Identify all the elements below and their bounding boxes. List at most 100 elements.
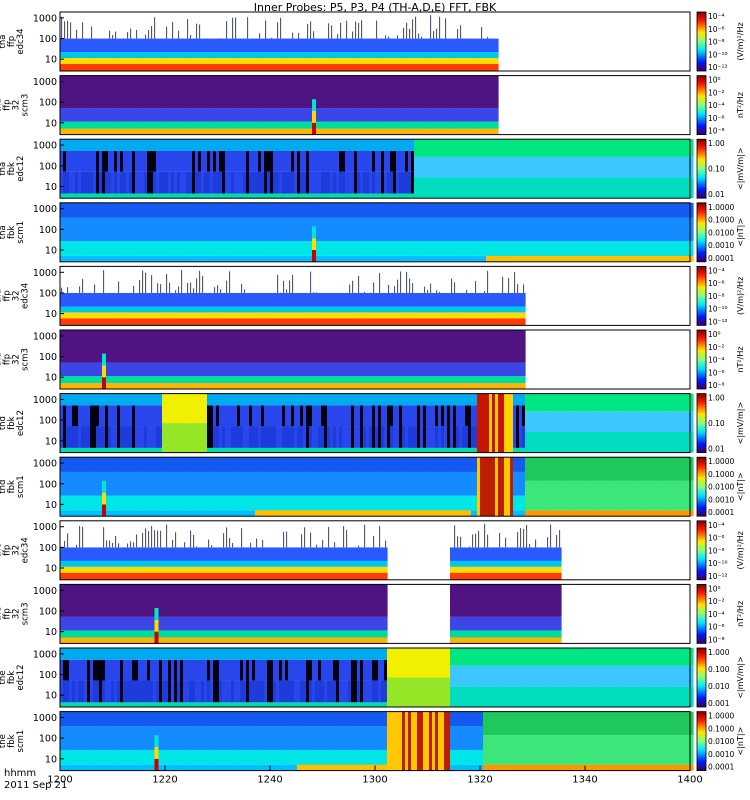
colorbar-unit: <|nT|>: [736, 218, 745, 247]
colorbar: [696, 202, 707, 263]
colorbar: [696, 75, 707, 135]
y-tick-label: 10: [45, 500, 57, 511]
panel-tha-edc34: 10 100 1000 thaffpedc34 10⁻⁴ 10⁻⁶ 10⁻⁸ 10⁻¹⁰ 10⁻…: [0, 11, 745, 72]
colorbar-unit: <|mV/m|>: [736, 402, 745, 445]
colorbar-tick-label: 0.0010: [708, 750, 734, 759]
colorbar-tick-label: 10⁻⁶: [708, 368, 725, 377]
y-tick-label: 10: [45, 373, 57, 384]
colorbar-tick-label: 1.00: [708, 394, 725, 403]
panel-frame: [59, 11, 691, 72]
y-tick-label: 10: [45, 246, 57, 257]
panel-tha-fbk-edc12: 10 100 1000 thafbkedc12 1.00 0.10 0.01 <|mV/m|>: [0, 138, 745, 199]
y-tick-label: 10: [45, 627, 57, 638]
colorbar-tick-label: 0.01: [708, 445, 725, 454]
time-format-label: hhmm: [4, 768, 36, 779]
y-tick-label: 1000: [33, 268, 57, 279]
y-tick-label: 1000: [33, 204, 57, 215]
x-tick-label: 1200: [47, 775, 72, 786]
colorbar-tick-label: 10⁻⁸: [708, 635, 725, 644]
colorbar-tick-label: 0.100: [708, 665, 730, 674]
colorbar-tick-label: 1.00: [708, 139, 725, 148]
colorbar-tick-label: 0.0100: [708, 228, 734, 237]
colorbar-tick-label: 1.0000: [708, 712, 734, 721]
colorbar-tick-label: 10⁻¹⁰: [708, 50, 728, 59]
y-tick-label: 1000: [33, 522, 57, 533]
colorbar-unit: (V/m)²/Hz: [736, 277, 745, 315]
colorbar-tick-label: 10⁻⁴: [708, 12, 725, 21]
colorbar-tick-label: 10⁻⁴: [708, 610, 725, 619]
panel-ylabel: thdffp32edc34: [0, 283, 31, 309]
colorbar-tick-label: 10⁻⁸: [708, 546, 725, 555]
y-tick-label: 10: [45, 691, 57, 702]
figure-title: Inner Probes: P5, P3, P4 (TH-A,D,E) FFT,…: [254, 1, 497, 14]
panel-frame: [59, 138, 691, 199]
colorbar: [696, 647, 707, 708]
colorbar: [696, 711, 707, 771]
y-tick-label: 100: [39, 670, 57, 681]
colorbar-tick-label: 0.1000: [708, 216, 734, 225]
y-tick-label: 1000: [33, 713, 57, 724]
panel-tha-fbk-scm1: 10 100 1000 thafbkscm1 1.0000 0.1000 0.0100 0.0…: [0, 202, 745, 263]
colorbar-tick-label: 10⁻¹²: [708, 63, 728, 72]
colorbar-unit: nT²/Hz: [736, 346, 745, 372]
colorbar-tick-label: 10⁻⁸: [708, 38, 725, 47]
y-tick-label: 1000: [33, 331, 57, 342]
x-tick-label: 1340: [572, 775, 597, 786]
y-tick-label: 100: [39, 479, 57, 490]
y-tick-label: 10: [45, 564, 57, 575]
colorbar-tick-label: 10⁰: [708, 584, 721, 593]
y-tick-label: 10: [45, 754, 57, 765]
panel-frame: [59, 520, 691, 581]
y-tick-label: 100: [39, 161, 57, 172]
y-tick-label: 1000: [33, 586, 57, 597]
colorbar-tick-label: 10⁻¹⁰: [708, 305, 728, 314]
panel-ylabel: thafbkscm1: [0, 221, 26, 244]
y-tick-label: 100: [39, 416, 57, 427]
colorbar-unit: nT²/Hz: [736, 601, 745, 627]
colorbar-unit: (V/m)²/Hz: [736, 531, 745, 569]
colorbar-tick-label: 0.0001: [708, 508, 734, 517]
x-tick-label: 1240: [257, 775, 282, 786]
y-tick-label: 100: [39, 352, 57, 363]
panel-thd-fbk-scm1: 10 100 1000 thdfbkscm1 1.0000 0.1000 0.0100 0.0…: [0, 456, 745, 517]
colorbar-tick-label: 0.0100: [708, 737, 734, 746]
panel-frame: [59, 647, 691, 708]
y-tick-label: 10: [45, 182, 57, 193]
colorbar-unit: <|nT|>: [736, 727, 745, 756]
colorbar-tick-label: 10⁻²: [708, 343, 725, 352]
colorbar-tick-label: 10⁻⁴: [708, 266, 725, 275]
panel-ylabel: thdffp32scm3: [0, 348, 31, 371]
colorbar-tick-label: 10⁻⁴: [708, 521, 725, 530]
colorbar-tick-label: 10⁻⁶: [708, 623, 725, 632]
colorbar-tick-label: 10⁰: [708, 330, 721, 339]
y-tick-label: 1000: [33, 395, 57, 406]
colorbar-unit: <|mV/m|>: [736, 147, 745, 190]
colorbar: [696, 520, 707, 581]
panel-frame: [59, 393, 691, 454]
panel-frame: [59, 583, 691, 644]
colorbar-unit: <|nT|>: [736, 472, 745, 501]
colorbar: [696, 456, 707, 517]
colorbar: [696, 265, 707, 326]
colorbar-tick-label: 0.0100: [708, 483, 734, 492]
colorbar-unit: nT²/Hz: [736, 92, 745, 118]
colorbar: [696, 138, 707, 199]
colorbar-tick-label: 10⁻⁶: [708, 279, 725, 288]
x-tick-label: 1320: [467, 775, 492, 786]
colorbar-tick-label: 10⁻⁴: [708, 356, 725, 365]
x-tick-label: 1300: [362, 775, 387, 786]
panel-ylabel: thdfbkscm1: [0, 475, 26, 498]
x-tick-label: 1220: [152, 775, 177, 786]
y-tick-label: 1000: [33, 13, 57, 24]
colorbar-tick-label: 1.0000: [708, 203, 734, 212]
colorbar-tick-label: 0.010: [708, 682, 730, 691]
panel-ylabel: theffp32scm3: [0, 603, 31, 626]
y-tick-label: 100: [39, 98, 57, 109]
colorbar: [696, 329, 707, 390]
colorbar-tick-label: 0.0001: [708, 254, 734, 263]
panel-ylabel: thaffp32scm3: [0, 94, 31, 117]
colorbar-tick-label: 0.1000: [708, 470, 734, 479]
y-tick-label: 1000: [33, 649, 57, 660]
panel-ylabel: thefbkedc12: [0, 664, 26, 690]
